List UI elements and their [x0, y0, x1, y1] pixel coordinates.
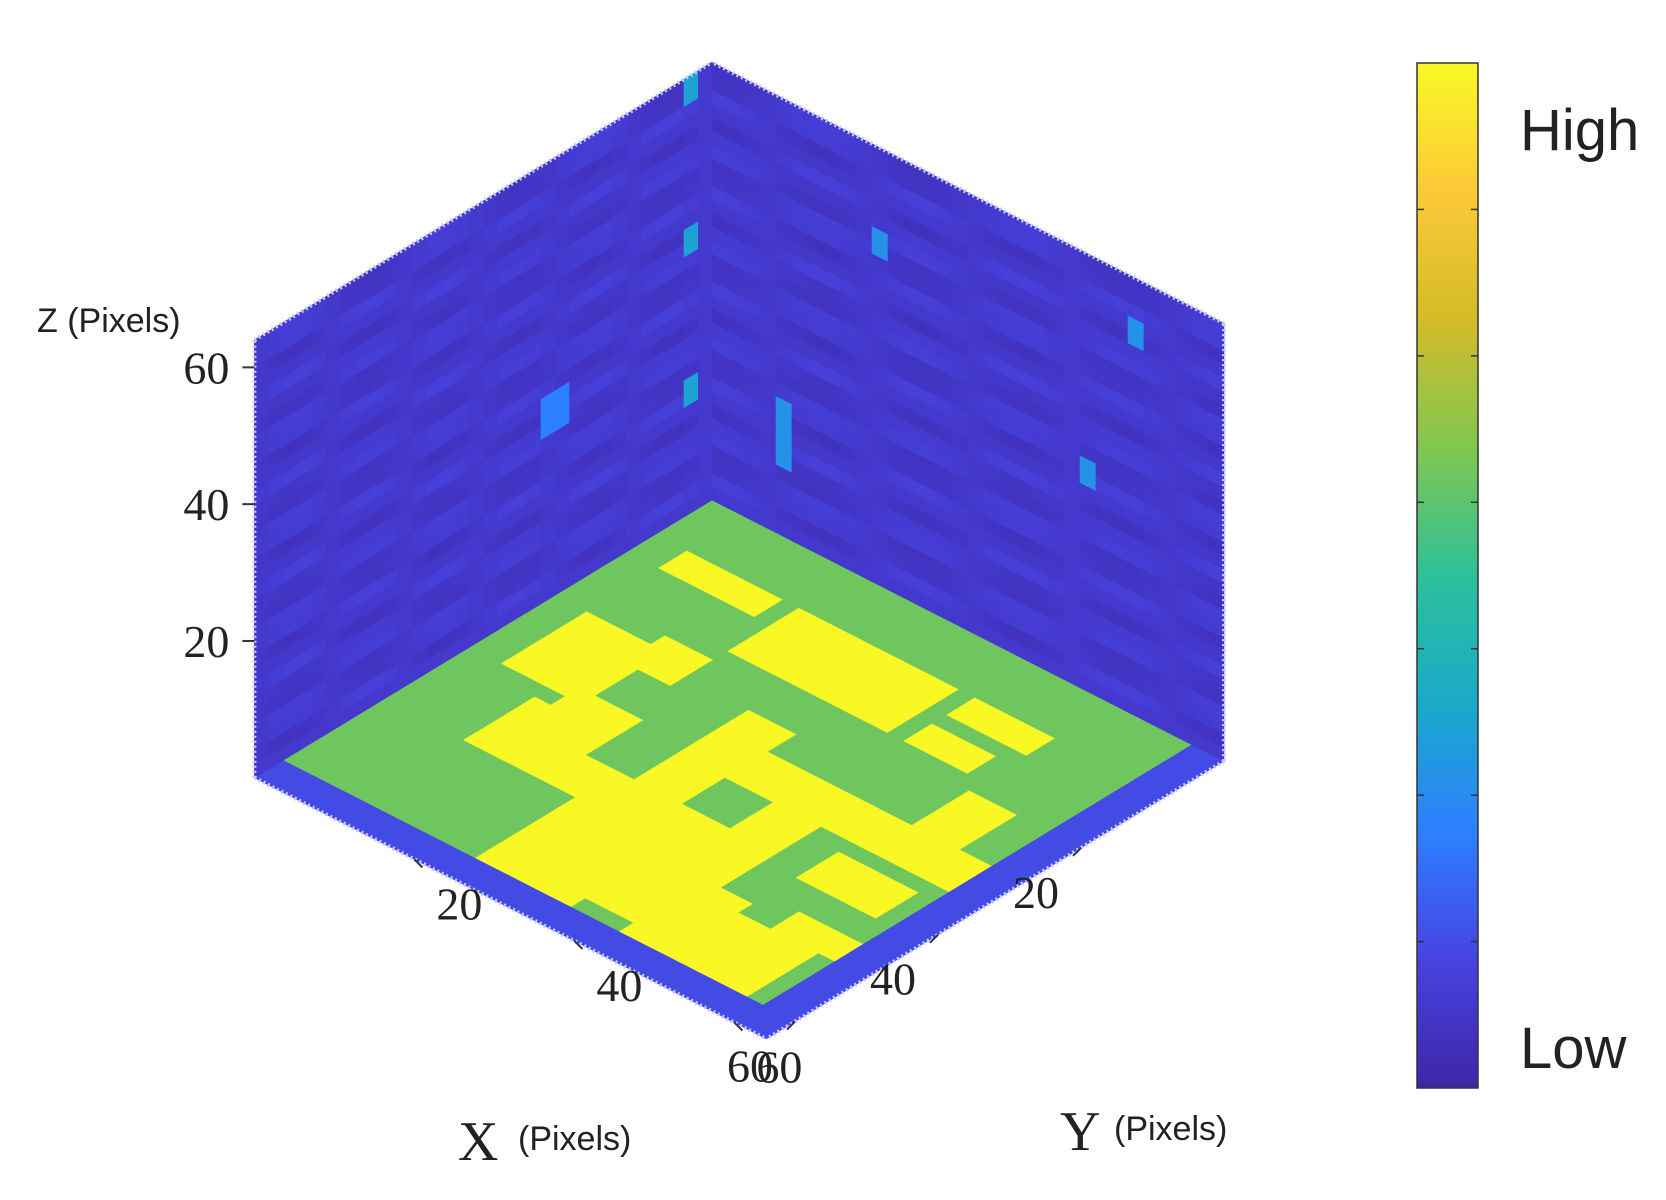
- box-frame: [252, 60, 1226, 1041]
- wall-slice-x0: [711, 61, 1225, 762]
- z-tick-label: 60: [183, 342, 229, 393]
- z-tick-label: 40: [183, 479, 229, 530]
- x-axis-label-unit: (Pixels): [518, 1120, 631, 1158]
- y-tick-label: 40: [596, 960, 642, 1011]
- y-axis-label-main: Y: [1060, 1101, 1100, 1163]
- y-tick-mark: [733, 1021, 744, 1032]
- colorbar-high-label: High: [1520, 98, 1639, 163]
- y-tick-label: 20: [436, 878, 482, 929]
- frame-edge-top-right: [711, 60, 1225, 326]
- x-tick-mark: [1072, 847, 1082, 857]
- frame-edge-front-y: [765, 759, 1226, 1041]
- y-tick-mark: [573, 940, 584, 950]
- x-tick-label: 20: [1013, 867, 1059, 918]
- colorbar-low-label: Low: [1520, 1016, 1628, 1081]
- z-tick-label: 20: [183, 616, 229, 667]
- colorbar-ticks: [1417, 208, 1478, 943]
- y-axis-label-unit: (Pixels): [1114, 1110, 1227, 1148]
- y-tick-label: 60: [756, 1042, 802, 1093]
- wall-x0-cell: [1207, 314, 1225, 338]
- x-axis-label-main: X: [458, 1111, 498, 1173]
- x-tick-label: 60: [727, 1041, 773, 1092]
- frame-edge-front-x: [253, 775, 768, 1041]
- z-axis-label: Z (Pixels): [37, 302, 181, 340]
- floor-cell: [749, 1021, 782, 1040]
- x-tick-mark: [786, 1020, 796, 1031]
- frame-edge-top-left: [253, 60, 714, 342]
- x-tick-mark: [929, 934, 939, 944]
- wall-slice-y0: [254, 61, 713, 779]
- colorbar: [1416, 62, 1479, 1089]
- y-tick-mark: [413, 858, 424, 869]
- floor-slice: [253, 499, 1225, 1040]
- axis-ticks: 20 40 60 20 40 60 20 40 60: [183, 342, 1082, 1093]
- x-tick-label: 40: [870, 954, 916, 1005]
